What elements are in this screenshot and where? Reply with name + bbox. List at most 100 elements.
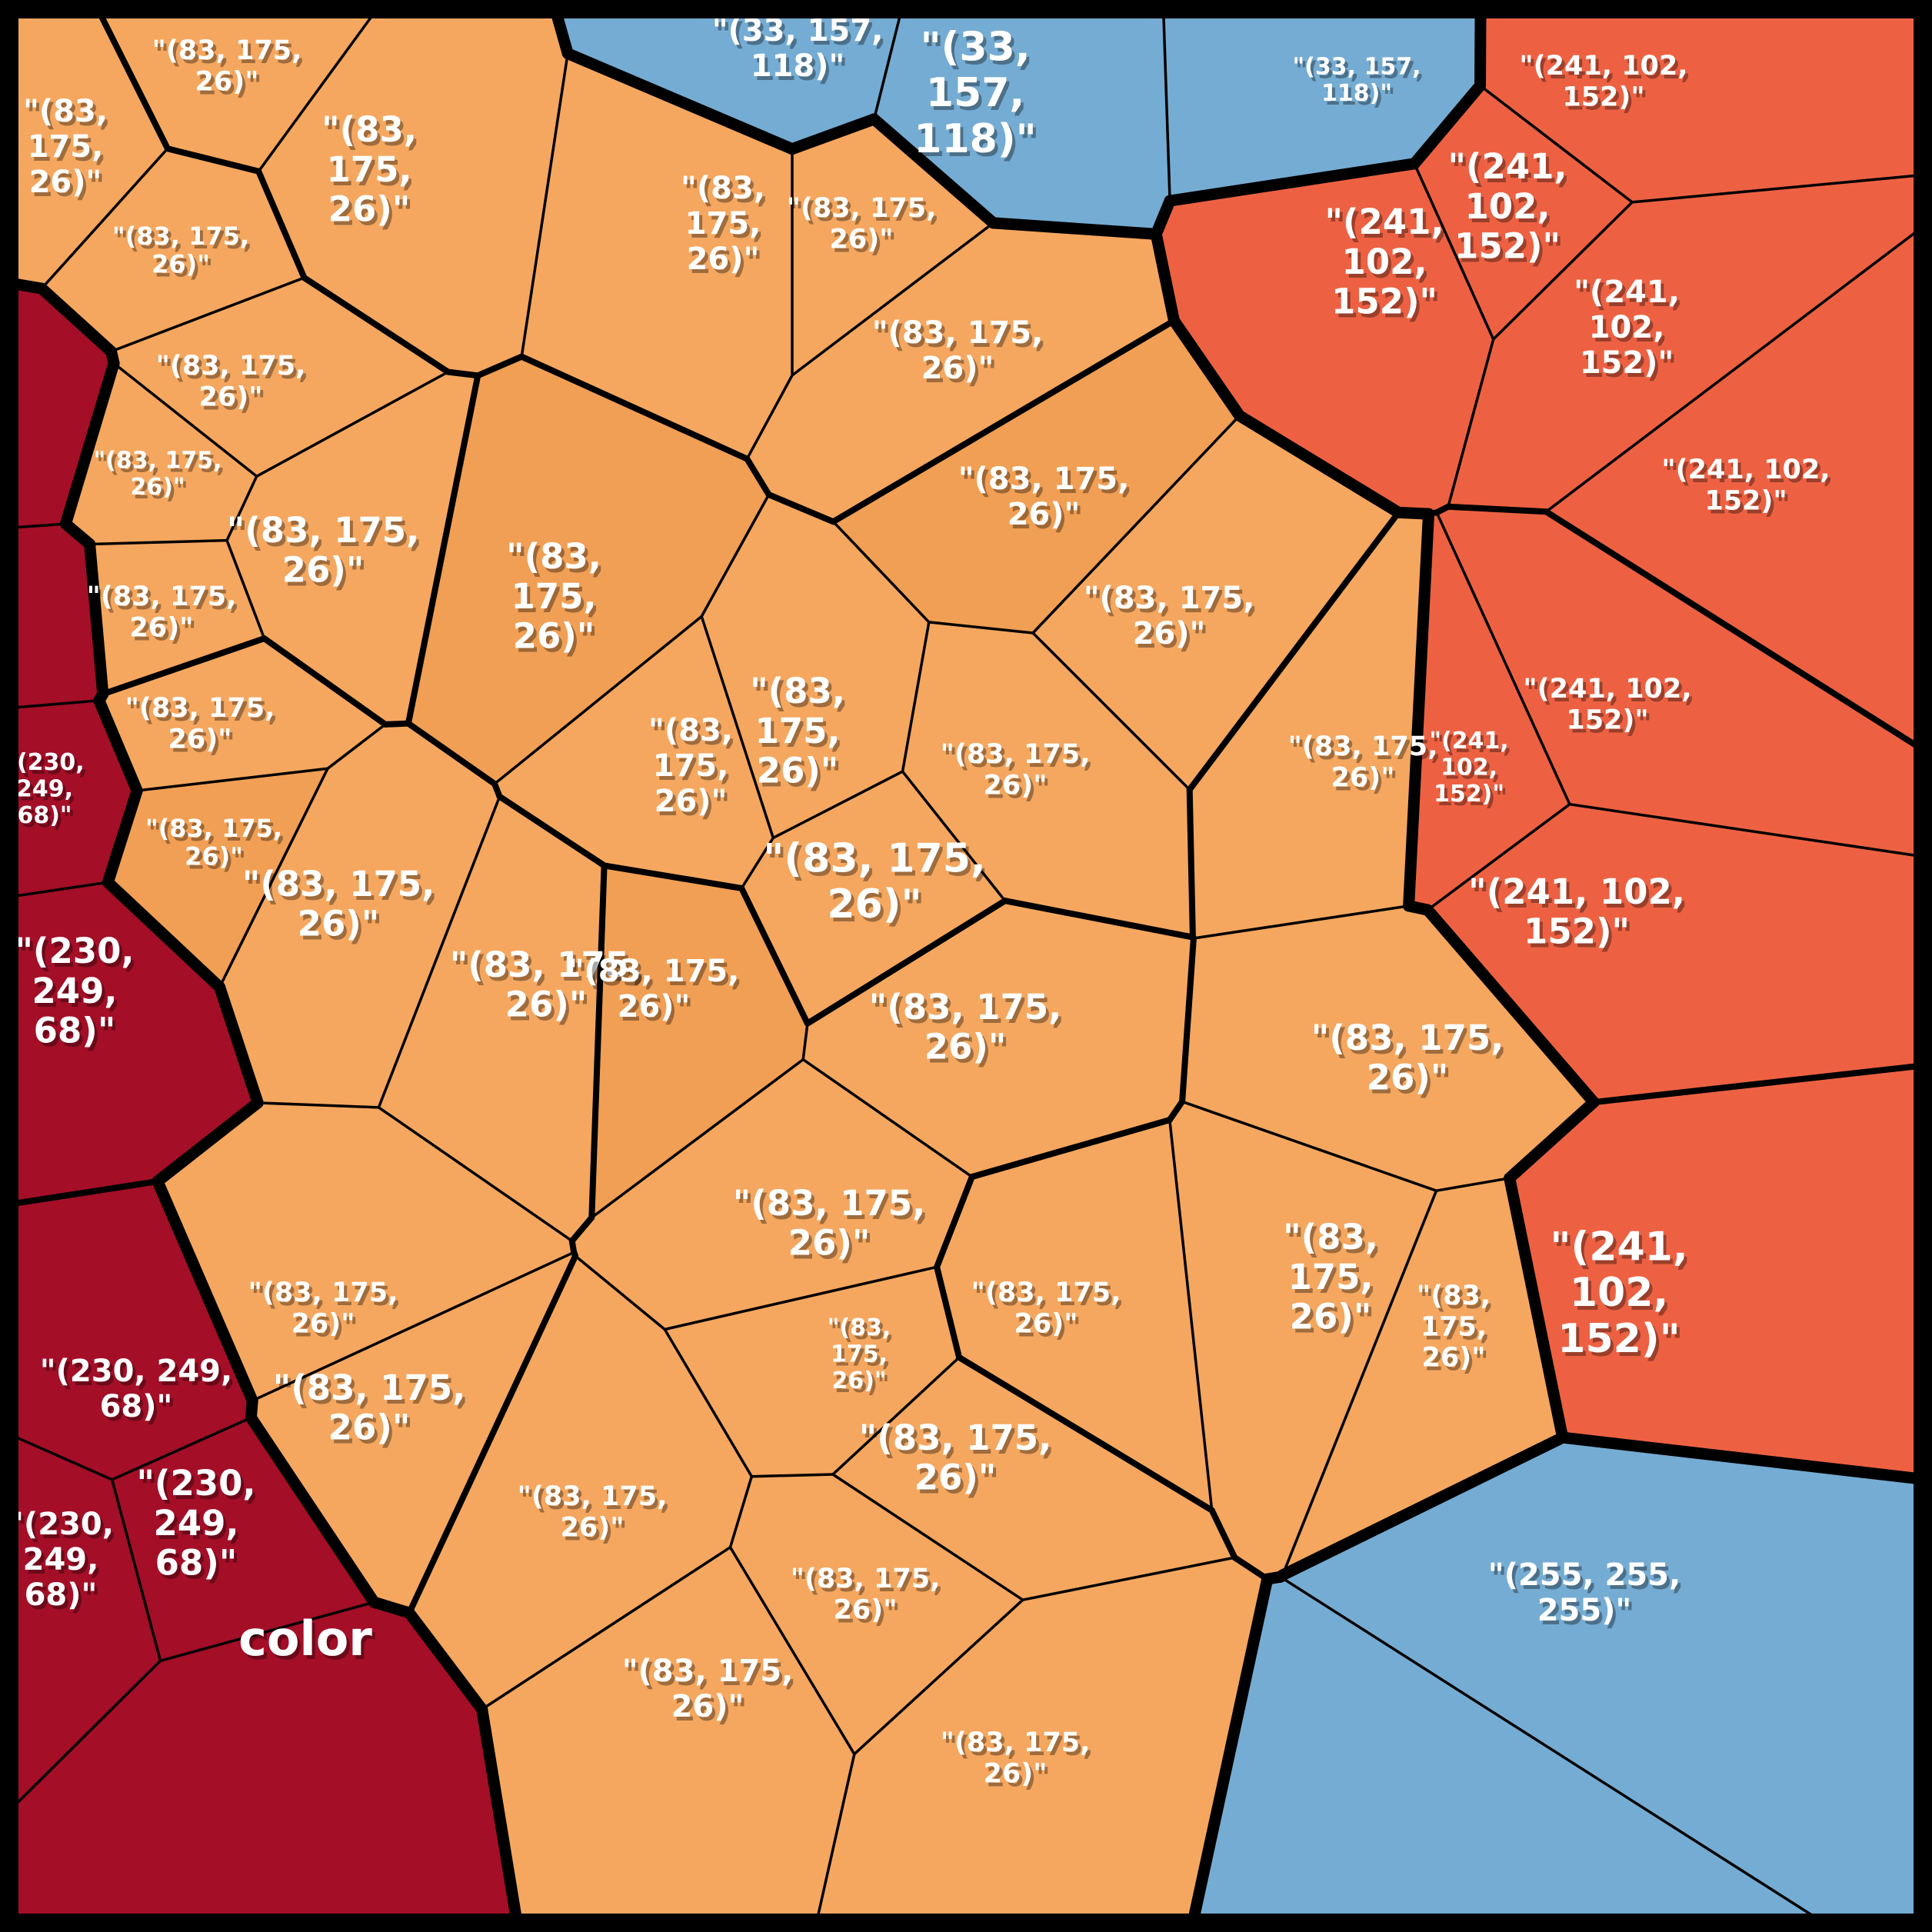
cell-label-line: 26)" [830,224,894,255]
cell-label-shadow: "(83, 175, 26)" [794,1567,944,1629]
cell-label-line: 26)" [760,754,842,795]
cell-label-line: "(83, 175, [961,465,1133,501]
cell-border [14,881,110,898]
cell-border [1001,898,1196,941]
cell-label-shadow: "(83, 175, 26)" [128,697,278,758]
cell-label: "(83, 175, 26)" [958,461,1130,532]
cell-label-line: 26)" [328,189,411,230]
cell-border [590,1058,804,1219]
cell-label-line: 26)" [1008,497,1081,532]
cell-border [112,361,258,478]
cell-border [831,1473,1024,1601]
cell-label-line: "(83, [750,671,845,711]
cell-label-line: 26)" [1422,1343,1486,1374]
cell-label-line: "(83, [509,540,605,581]
cell-label-line: "(255, 255, [1491,1561,1684,1597]
cell-border [1031,414,1241,635]
cell-label-line: 26)" [130,474,185,501]
cell-label-line: "(33, 157, [1296,57,1424,84]
cell-label-line: 118)" [754,52,848,88]
cell-label-line: 152)" [1704,485,1787,516]
cell-label-line: "(83, [753,675,848,715]
cell-label-line: "(83, 175, [872,315,1044,351]
cell-label-line: "(33, [921,24,1031,70]
voronoi-cell [833,321,1240,633]
cell-border [801,1058,974,1178]
cell-label-line: 175, [831,1341,888,1368]
cell-border [1435,511,1571,806]
cell-border [1408,79,1486,170]
cell-label-line: "(83, [1420,1284,1494,1315]
cell-border [1234,410,1404,518]
voronoi-cell [730,1474,1023,1754]
cell-label-line: 26)" [198,70,262,101]
cell-label-line: "(230, [18,934,137,975]
cell-border [1168,315,1246,421]
voronoi-cell [409,1256,752,1710]
cell-label: "(83, 175, 26)" [1283,1217,1378,1337]
cell-label: "(33, 157, 118)" [1293,53,1421,107]
cell-border [98,12,171,152]
cell-label: "(83, 175, 26)" [112,222,249,279]
voronoi-cell [378,796,605,1241]
cell-border [93,688,109,707]
cell-label-line: 118)" [1324,84,1395,111]
cell-label-line: 157, [929,74,1028,120]
cell-label-shadow: "(83, 175, 26)" [571,958,743,1028]
cell-border [406,1253,579,1617]
cell-label-line: 175, [754,711,840,751]
cell-label-line: "(230, [11,1511,117,1546]
cell-label-line: 152)" [1437,784,1507,811]
cell-label: "(230, 249, 68)" [136,1463,255,1584]
cell-border [831,1356,961,1476]
cell-label-shadow: "(241, 102, 152)" [1471,875,1688,956]
cell-label: "(83, 175, 26)" [1084,581,1255,651]
cell-border [1413,162,1495,341]
cell-label-line: 102, [1573,1274,1671,1320]
cell-label-line: 152)" [1561,1320,1683,1366]
cell-border [1557,1431,1923,1484]
voronoi-cell [15,524,103,708]
cell-border [804,898,1008,1027]
cell-border [102,876,226,993]
cell-label: "(241, 102, 152)" [1519,51,1687,112]
cell-border [1631,174,1918,204]
cell-border [1444,503,1550,515]
cell-label-line: "(83, 175, [94,447,222,474]
cell-label-line: 26)" [833,228,897,258]
cell-border [901,621,931,773]
cell-label-shadow: "(230, 249, 68)" [139,1467,258,1587]
cell-label-line: 102, [1589,310,1665,345]
cell-label-line: "(83, 175, [766,839,988,885]
voronoi-cell [937,1120,1212,1511]
cell-border [84,538,109,700]
cell-label-line: "(83, 175, [568,954,740,989]
cell-label-line: "(83, [681,171,765,206]
cell-border [152,1175,258,1407]
cell-label: "(241, 102, 152)" [1523,674,1691,735]
cell-label: "(241, 102, 152)" [1429,728,1508,808]
voronoi-cell [1408,512,1570,911]
cell-label-line: "(230, [139,1467,258,1507]
cell-label-line: "(83, 175, [128,697,278,728]
cell-label: "(83, 175, 26)" [227,510,419,591]
cell-label-line: "(83, 175, [794,1567,944,1598]
cell-border-layer [9,9,1923,1923]
cell-label-line: 102, [1467,190,1553,231]
voronoi-cell [1447,175,1917,512]
cell-label-shadow: "(255, 255, 255)" [1491,1561,1684,1632]
cell-label-shadow: "(83, 175, 26)" [230,514,422,595]
cell-border [801,1021,809,1061]
cell-label-line: "(83, 175, [736,1187,928,1227]
cell-border [1504,1172,1569,1444]
cell-label-line: 175, [688,210,764,245]
cell-border [255,370,450,478]
cell-label-shadow: "(83, 175, 26)" [1087,585,1258,655]
cell-label: "(230, 249, 68)" [40,1354,232,1424]
cell-label-line: 68)" [103,1393,176,1428]
cell-label-line: 26)" [984,770,1048,801]
cell-label-line: 68)" [34,1011,116,1051]
cell-label-line: "(230, [8,1507,114,1542]
cell-label-line: "(83, 175, [625,1657,797,1693]
cell-border [791,222,995,377]
